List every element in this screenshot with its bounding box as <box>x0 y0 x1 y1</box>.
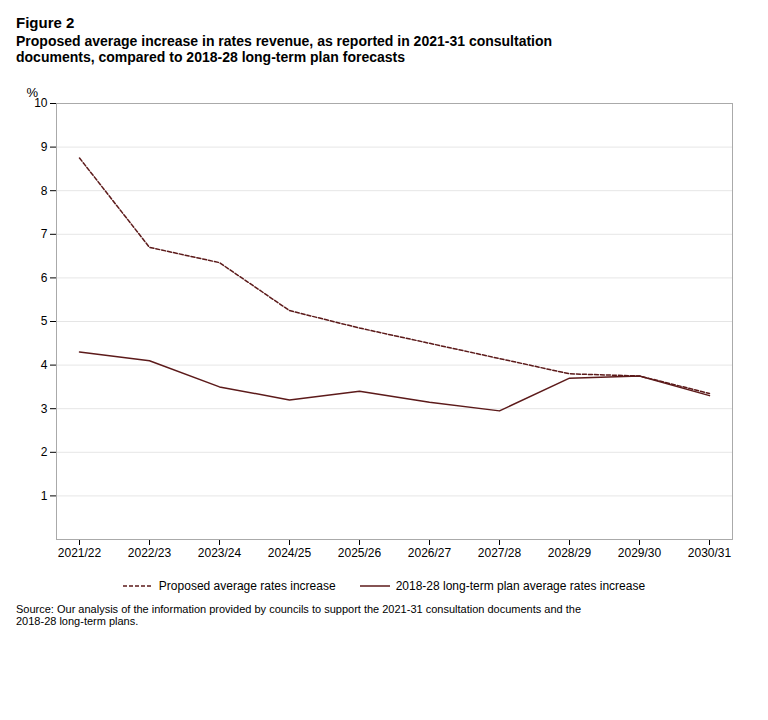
svg-text:4: 4 <box>41 358 48 372</box>
svg-text:2024/25: 2024/25 <box>268 546 312 560</box>
svg-text:2026/27: 2026/27 <box>408 546 452 560</box>
svg-text:7: 7 <box>41 227 48 241</box>
svg-text:10: 10 <box>34 96 48 111</box>
svg-text:2030/31: 2030/31 <box>688 546 732 560</box>
svg-text:2029/30: 2029/30 <box>618 546 662 560</box>
svg-text:%: % <box>27 85 39 100</box>
svg-text:2028/29: 2028/29 <box>548 546 592 560</box>
svg-text:2022/23: 2022/23 <box>128 546 172 560</box>
svg-text:2027/28: 2027/28 <box>478 546 522 560</box>
html-text:Figure 2: Figure 2 <box>16 14 75 31</box>
svg-text:2023/24: 2023/24 <box>198 546 242 560</box>
html-text:2018-28 long-term plan average: 2018-28 long-term plan average rates inc… <box>395 579 646 593</box>
svg-text:2: 2 <box>41 445 48 459</box>
svg-text:6: 6 <box>41 271 48 285</box>
svg-text:2025/26: 2025/26 <box>338 546 382 560</box>
svg-text:5: 5 <box>41 314 48 328</box>
html-text:Proposed average rates increas: Proposed average rates increase <box>158 579 336 593</box>
html-text:Proposed average increase in r: Proposed average increase in rates reven… <box>16 33 553 65</box>
svg-text:8: 8 <box>41 184 48 198</box>
svg-text:1: 1 <box>41 489 48 503</box>
svg-text:3: 3 <box>41 402 48 416</box>
svg-text:9: 9 <box>41 140 48 154</box>
svg-text:2021/22: 2021/22 <box>58 546 102 560</box>
html-text:Source: Our analysis of the in: Source: Our analysis of the information … <box>16 603 581 627</box>
